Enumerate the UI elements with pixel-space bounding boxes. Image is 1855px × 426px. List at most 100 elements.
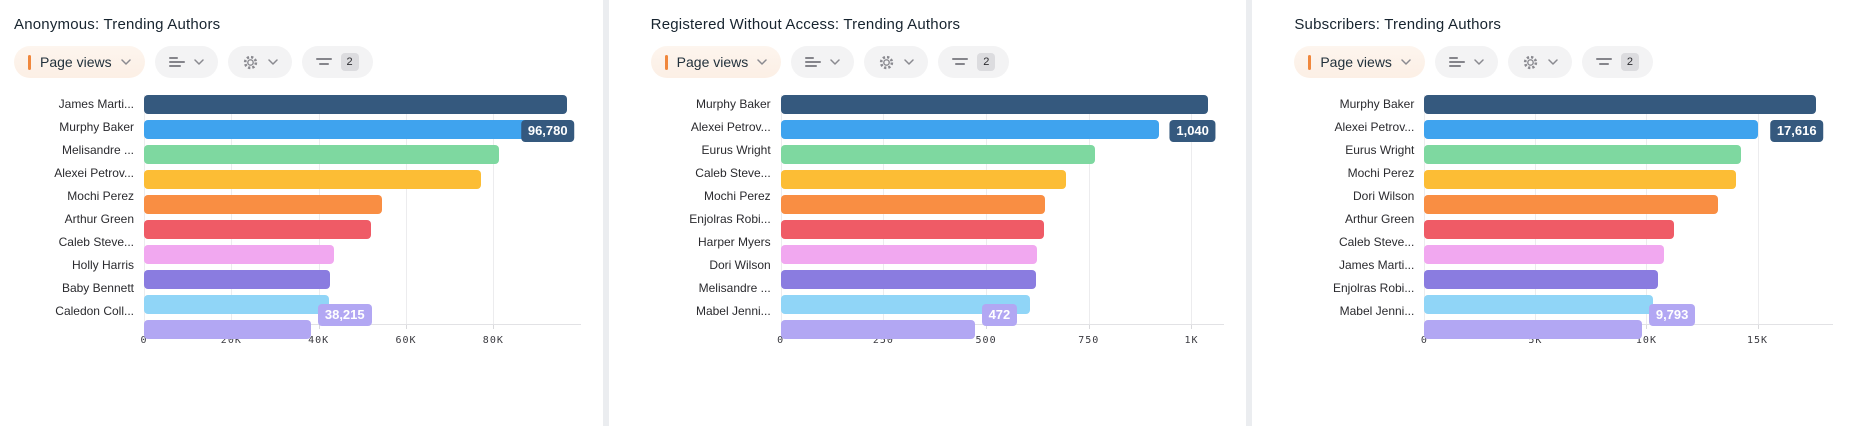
chevron-down-icon	[757, 59, 768, 65]
author-label: Caleb Steve...	[695, 166, 771, 180]
bar[interactable]	[144, 245, 335, 264]
bar[interactable]	[144, 320, 311, 339]
author-label: Harper Myers	[697, 235, 771, 249]
bar[interactable]	[1424, 95, 1816, 114]
min-value-label: 472	[981, 303, 1018, 326]
bar[interactable]	[780, 295, 1031, 314]
bar[interactable]	[144, 270, 331, 289]
bar[interactable]	[780, 220, 1044, 239]
bar[interactable]	[1424, 320, 1642, 339]
bar[interactable]	[1424, 170, 1737, 189]
filter-lines-icon	[952, 58, 969, 65]
filter-button[interactable]: 2	[938, 46, 1010, 78]
bar[interactable]	[144, 195, 382, 214]
bar-row	[144, 270, 581, 293]
bar[interactable]	[780, 170, 1067, 189]
axis-tick	[406, 325, 407, 329]
bar-row	[1424, 270, 1833, 293]
bar[interactable]	[144, 95, 567, 114]
axis-tick-label: 0	[1420, 335, 1428, 346]
chart-toolbar: Page views 2	[1294, 46, 1833, 78]
axis-tick	[318, 325, 320, 329]
chart-type-dropdown[interactable]	[154, 46, 218, 78]
author-label: Alexei Petrov...	[690, 120, 771, 134]
filter-button[interactable]: 2	[1581, 46, 1653, 78]
bar-row	[144, 320, 581, 343]
author-label: Enjolras Robi...	[689, 212, 771, 226]
bar[interactable]	[144, 170, 481, 189]
axis-tick-label: 5K	[1528, 335, 1543, 346]
bar[interactable]	[144, 120, 529, 139]
gridline	[1191, 95, 1193, 324]
axis-tick-label: 80K	[482, 335, 504, 346]
bar[interactable]	[1424, 195, 1718, 214]
chart-title: Anonymous: Trending Authors	[14, 16, 221, 33]
axis-tick-label: 1K	[1184, 335, 1199, 346]
author-label: James Marti...	[1338, 258, 1415, 272]
author-label: Alexei Petrov...	[54, 166, 134, 180]
registered-chart-card: Registered Without Access: Trending Auth…	[608, 0, 1247, 426]
chart-type-icon	[1448, 57, 1465, 67]
bar[interactable]	[144, 145, 499, 164]
chart-type-dropdown[interactable]	[791, 46, 855, 78]
bar[interactable]	[780, 320, 975, 339]
bar-row	[144, 145, 581, 168]
bar-row	[1424, 295, 1833, 318]
author-label: Murphy Baker	[695, 97, 771, 111]
bar[interactable]	[1424, 120, 1758, 139]
chart-type-icon	[805, 57, 822, 67]
chevron-down-icon	[120, 59, 131, 65]
axis-tick	[986, 325, 988, 329]
subscribers-chart-card: Subscribers: Trending Authors Page views…	[1252, 0, 1855, 426]
metric-accent-bar	[28, 54, 31, 70]
chart-type-dropdown[interactable]	[1434, 46, 1498, 78]
metric-label: Page views	[676, 54, 749, 70]
chevron-down-icon	[1474, 59, 1484, 65]
min-value-label: 38,215	[317, 303, 372, 326]
bar[interactable]	[780, 270, 1037, 289]
bar[interactable]	[780, 195, 1045, 214]
filter-lines-icon	[315, 58, 332, 65]
bar[interactable]	[1424, 270, 1658, 289]
bar[interactable]	[1424, 220, 1675, 239]
author-label: Mochi Perez	[703, 189, 771, 203]
bar[interactable]	[780, 95, 1208, 114]
bar[interactable]	[780, 120, 1159, 139]
plot-wrap: 1,040 472 0 250 500 750 1K	[777, 93, 1225, 355]
author-label: Mabel Jenni...	[695, 304, 771, 318]
settings-dropdown[interactable]	[227, 46, 292, 78]
author-label: Holly Harris	[71, 258, 134, 272]
chevron-down-icon	[1401, 59, 1411, 65]
author-label: Arthur Green	[64, 212, 134, 226]
bar-row	[780, 195, 1225, 218]
plot-area: 17,616 9,793	[1424, 95, 1834, 339]
bar[interactable]	[144, 220, 372, 239]
filter-button[interactable]: 2	[301, 46, 373, 78]
author-label: Mochi Perez	[67, 189, 134, 203]
filter-count-badge: 2	[1620, 53, 1639, 71]
settings-dropdown[interactable]	[1507, 46, 1572, 78]
bar-row	[1424, 145, 1833, 168]
axis-tick-label: 0	[777, 335, 785, 346]
axis-tick-label: 500	[975, 335, 997, 346]
author-label: Arthur Green	[1344, 212, 1415, 226]
bar-row	[144, 220, 581, 243]
gridline	[1757, 95, 1759, 324]
bar[interactable]	[780, 245, 1038, 264]
bar-row	[780, 320, 1225, 343]
bar-row	[1424, 320, 1833, 343]
chevron-down-icon	[904, 59, 915, 65]
metric-accent-bar	[664, 54, 668, 70]
bar[interactable]	[144, 295, 330, 314]
chevron-down-icon	[830, 59, 841, 65]
metric-dropdown[interactable]: Page views	[1294, 46, 1425, 78]
bar[interactable]	[780, 145, 1095, 164]
bar-row	[780, 120, 1225, 143]
bar[interactable]	[1424, 295, 1654, 314]
settings-dropdown[interactable]	[864, 46, 929, 78]
bar[interactable]	[1424, 245, 1665, 264]
metric-dropdown[interactable]: Page views	[650, 46, 782, 78]
metric-dropdown[interactable]: Page views	[14, 46, 145, 78]
bar[interactable]	[1424, 145, 1741, 164]
